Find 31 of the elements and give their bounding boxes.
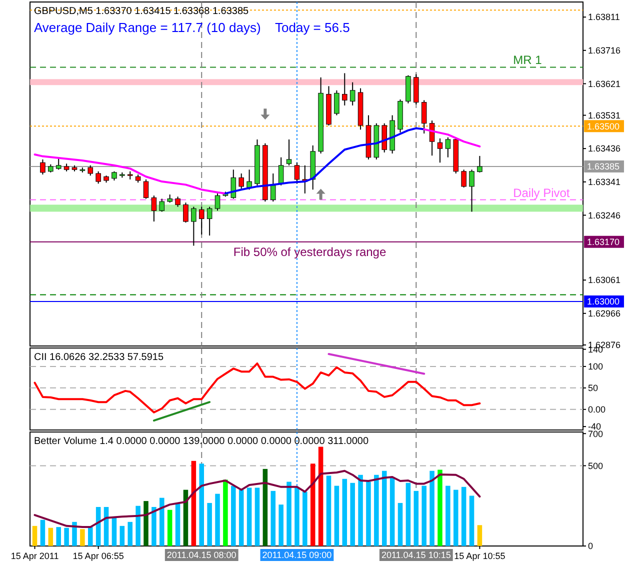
y-tick-label: 0 bbox=[588, 541, 594, 552]
y-tick-label: 1.63811 bbox=[588, 12, 620, 22]
x-tick-label: 15 Apr 10:55 bbox=[454, 551, 506, 561]
y-tick-label: 500 bbox=[588, 460, 604, 471]
ref-line-label: 1.63170 bbox=[587, 237, 620, 248]
chart-title: CII 16.0626 32.2533 57.5915 bbox=[34, 352, 164, 363]
y-tick-label: 0.00 bbox=[588, 404, 606, 415]
y-tick-label: 1.63246 bbox=[588, 210, 621, 220]
ref-line-label: 2011.04.15 10:15 bbox=[381, 550, 451, 560]
chart-title: Better Volume 1.4 0.0000 0.0000 139.0000 0.0000 0.0000 0.0000 311.0000 bbox=[34, 436, 369, 447]
y-tick-label: 1.63531 bbox=[588, 110, 621, 120]
ref-line-label: 1.63000 bbox=[587, 296, 620, 307]
x-tick-label: 15 Apr 2011 bbox=[10, 551, 59, 561]
y-tick-label: 1.63341 bbox=[588, 177, 621, 188]
y-tick-label: 1.62966 bbox=[588, 308, 621, 319]
y-tick-label: 100 bbox=[588, 362, 604, 372]
ref-line-label: 2011.04.15 08:00 bbox=[166, 550, 236, 560]
ref-line-label: 1.63385 bbox=[587, 162, 620, 172]
ref-line-label: 1.63500 bbox=[587, 121, 620, 132]
y-tick-label: 1.63061 bbox=[588, 275, 621, 286]
annotation: Daily Pivot bbox=[513, 186, 570, 200]
y-tick-label: 1.63621 bbox=[588, 78, 621, 89]
x-tick-label: 15 Apr 06:55 bbox=[72, 551, 124, 561]
y-tick-label: 1.63716 bbox=[588, 46, 621, 56]
chart-title: GBPUSD,M5 1.63370 1.63415 1.63368 1.63385 bbox=[34, 6, 250, 17]
annotation: Average Daily Range = 117.7 (10 days) Today = 56.5 bbox=[34, 20, 350, 35]
annotation: MR 1 bbox=[513, 53, 542, 68]
y-tick-label: 1.63436 bbox=[588, 144, 621, 154]
ref-line-label: 2011.04.15 09:00 bbox=[262, 550, 332, 560]
annotation: Fib 50% of yesterdays range bbox=[233, 244, 386, 259]
y-tick-label: 50 bbox=[588, 383, 598, 394]
